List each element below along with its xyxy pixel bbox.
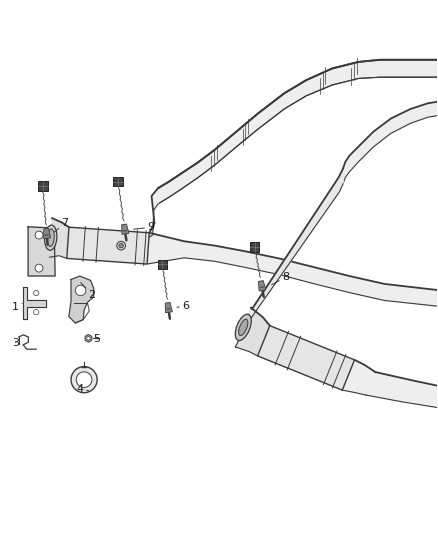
Circle shape xyxy=(119,244,123,248)
Polygon shape xyxy=(366,372,438,408)
Ellipse shape xyxy=(235,314,251,341)
Polygon shape xyxy=(69,276,94,323)
Circle shape xyxy=(117,241,125,250)
Bar xyxy=(158,260,167,269)
Polygon shape xyxy=(122,224,129,235)
Circle shape xyxy=(87,336,90,340)
Circle shape xyxy=(35,264,43,272)
Polygon shape xyxy=(85,334,92,342)
Polygon shape xyxy=(28,227,55,276)
Ellipse shape xyxy=(47,229,54,246)
Text: 6: 6 xyxy=(177,301,189,311)
Polygon shape xyxy=(67,227,149,264)
Text: 1: 1 xyxy=(12,302,22,312)
Polygon shape xyxy=(158,60,438,204)
Polygon shape xyxy=(149,188,158,237)
Circle shape xyxy=(71,367,97,393)
Circle shape xyxy=(34,290,39,296)
Polygon shape xyxy=(23,287,46,319)
Polygon shape xyxy=(235,168,343,347)
Bar xyxy=(250,242,259,252)
Circle shape xyxy=(35,231,43,239)
Circle shape xyxy=(76,372,92,387)
Bar xyxy=(113,177,123,187)
Ellipse shape xyxy=(45,225,57,251)
Text: 5: 5 xyxy=(94,334,101,344)
Polygon shape xyxy=(343,101,438,184)
Ellipse shape xyxy=(239,319,248,336)
Bar xyxy=(38,181,47,191)
Polygon shape xyxy=(343,360,375,395)
Circle shape xyxy=(34,310,39,315)
Text: 8: 8 xyxy=(272,272,289,285)
Text: 3: 3 xyxy=(12,338,19,348)
Polygon shape xyxy=(165,302,173,313)
Text: 2: 2 xyxy=(81,282,95,300)
Circle shape xyxy=(75,285,86,296)
Polygon shape xyxy=(44,229,50,238)
Text: 9: 9 xyxy=(134,222,154,232)
Text: 4: 4 xyxy=(77,384,88,394)
Polygon shape xyxy=(235,308,270,356)
Polygon shape xyxy=(147,233,438,306)
Polygon shape xyxy=(258,326,354,390)
Polygon shape xyxy=(258,280,266,291)
Polygon shape xyxy=(49,218,69,259)
Text: 7: 7 xyxy=(54,218,69,232)
